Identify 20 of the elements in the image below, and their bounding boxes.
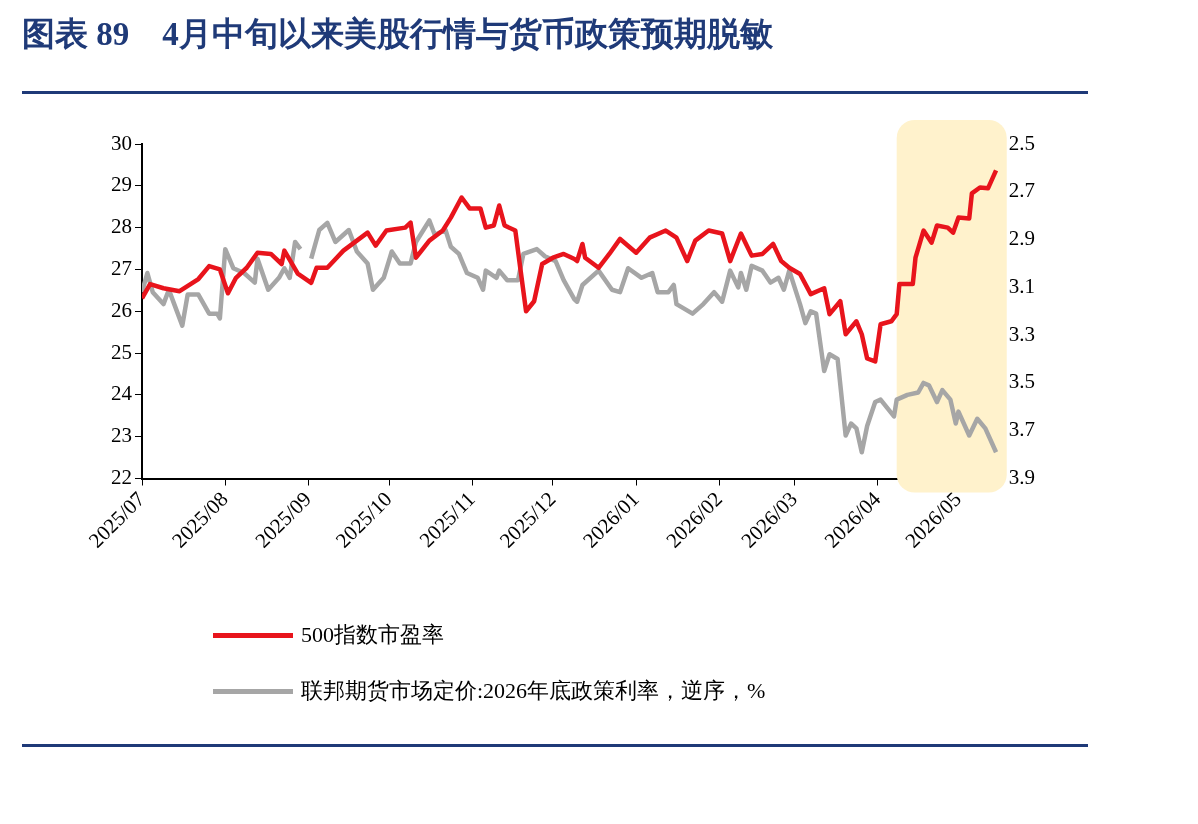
y-tick-label: 26 — [111, 297, 132, 322]
chart-title: 图表 89 4月中旬以来美股行情与货币政策预期脱敏 — [22, 15, 773, 54]
y-tick-label: 24 — [111, 381, 133, 406]
legend-label: 联邦期货市场定价:2026年底政策利率，逆序，% — [301, 677, 766, 705]
y2-tick-label: 2.9 — [1008, 226, 1035, 251]
y-tick-label: 30 — [111, 130, 132, 155]
y-tick-label: 23 — [111, 423, 132, 448]
y2-tick-label: 2.7 — [1008, 178, 1035, 203]
y2-tick-label: 3.1 — [1008, 273, 1035, 298]
y2-tick-label: 3.9 — [1008, 465, 1035, 490]
y2-tick-label: 3.7 — [1008, 417, 1035, 442]
y2-tick-label: 3.3 — [1008, 321, 1035, 346]
y-tick-label: 25 — [111, 339, 132, 364]
y-tick-label: 27 — [111, 255, 132, 280]
y-tick-label: 28 — [111, 214, 132, 239]
y-tick-label: 22 — [111, 465, 132, 490]
y2-tick-label: 2.5 — [1008, 130, 1035, 155]
y2-tick-label: 3.5 — [1008, 369, 1035, 394]
legend-label: 500指数市盈率 — [301, 621, 444, 649]
y-tick-label: 29 — [111, 172, 132, 197]
